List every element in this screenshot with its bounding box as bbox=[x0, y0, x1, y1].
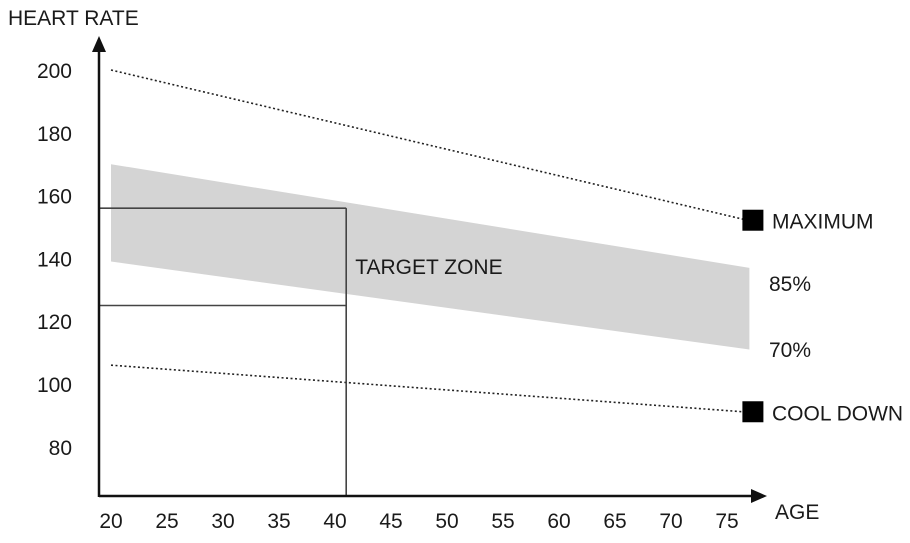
series-label-maximum: MAXIMUM bbox=[772, 211, 874, 234]
x-tick-label: 65 bbox=[603, 510, 626, 533]
y-tick-label: 160 bbox=[37, 186, 72, 209]
x-tick-label: 20 bbox=[99, 510, 122, 533]
x-tick-label: 35 bbox=[267, 510, 290, 533]
y-tick-label: 180 bbox=[37, 123, 72, 146]
y-axis-arrow bbox=[92, 36, 106, 52]
x-tick-label: 55 bbox=[491, 510, 514, 533]
x-axis-arrow bbox=[751, 489, 767, 503]
x-tick-label: 25 bbox=[155, 510, 178, 533]
x-axis-title: AGE bbox=[775, 501, 819, 524]
cool-down-line bbox=[110, 364, 750, 414]
y-tick-label: 120 bbox=[37, 311, 72, 334]
target-zone-band bbox=[111, 164, 750, 350]
y-tick-label: 200 bbox=[37, 60, 72, 83]
maximum-marker bbox=[742, 209, 764, 231]
maximum-line bbox=[110, 69, 750, 222]
x-tick-label: 50 bbox=[435, 510, 458, 533]
x-tick-label: 40 bbox=[323, 510, 346, 533]
cool-down-marker bbox=[742, 401, 764, 423]
target-zone-band-layer bbox=[111, 164, 750, 350]
tick-labels-layer: 80 100 120 140 160 180 200 20 25 30 35 40 45 50 55 60 65… bbox=[37, 60, 739, 533]
y-tick-label: 80 bbox=[49, 437, 72, 460]
y-tick-label: 100 bbox=[37, 374, 72, 397]
x-tick-label: 60 bbox=[547, 510, 570, 533]
reference-lines-layer bbox=[110, 69, 764, 423]
y-tick-label: 140 bbox=[37, 248, 72, 271]
axes-layer: HEART RATE AGE bbox=[8, 7, 819, 524]
x-tick-label: 30 bbox=[211, 510, 234, 533]
series-labels-layer: MAXIMUM 85% 70% COOL DOWN bbox=[769, 211, 903, 426]
target-zone-label: TARGET ZONE bbox=[355, 256, 502, 279]
x-tick-label: 45 bbox=[379, 510, 402, 533]
series-label-70pct: 70% bbox=[769, 339, 811, 362]
y-axis-title: HEART RATE bbox=[8, 7, 139, 30]
target-zone-guides-layer bbox=[99, 207, 348, 496]
series-label-85pct: 85% bbox=[769, 273, 811, 296]
x-tick-label: 75 bbox=[715, 510, 738, 533]
x-tick-label: 70 bbox=[659, 510, 682, 533]
series-label-cool-down: COOL DOWN bbox=[772, 402, 903, 425]
